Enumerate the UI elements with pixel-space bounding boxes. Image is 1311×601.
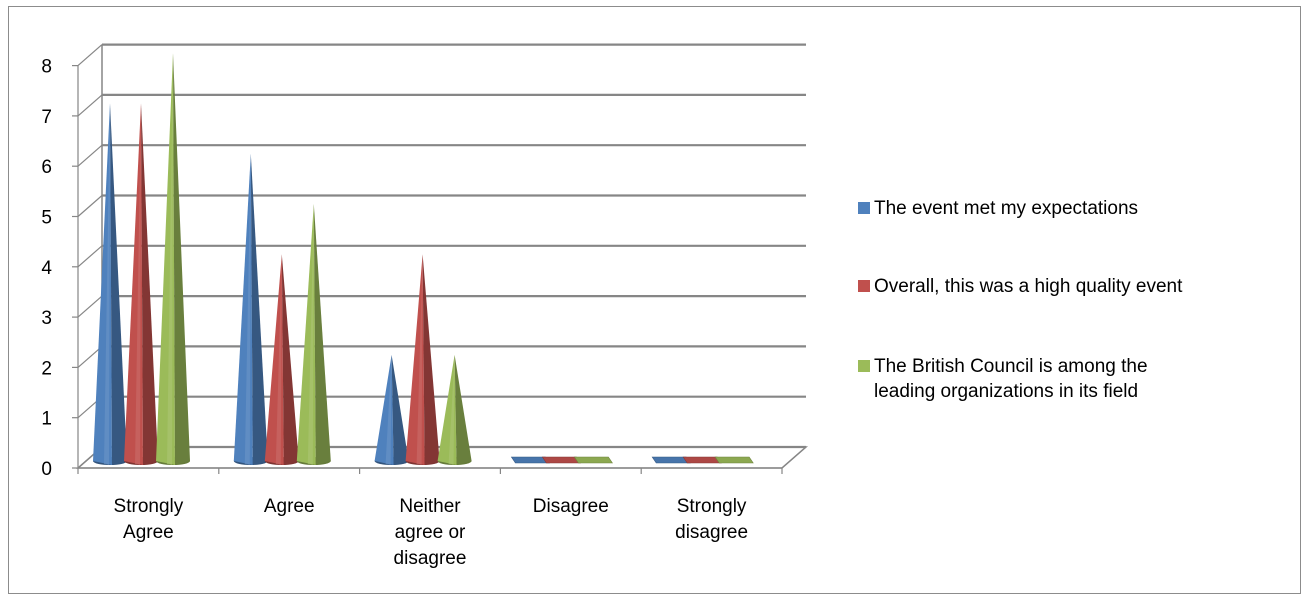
gridline-connector: [77, 94, 103, 117]
x-tick-label: Strongly Agree: [114, 496, 184, 543]
x-tick-label: Disagree: [533, 496, 609, 517]
data-cone-highlight: [448, 354, 455, 465]
data-cone-shade: [422, 254, 440, 465]
gridline-connector: [77, 195, 103, 217]
legend-swatch: [858, 360, 870, 372]
gridline-connector: [77, 44, 103, 67]
legend-label: The event met my expectations: [874, 196, 1138, 221]
y-tick-label: 6: [41, 157, 52, 178]
y-tick-label: 7: [41, 107, 52, 128]
data-cone-highlight: [307, 204, 314, 465]
data-cone-shade: [250, 153, 268, 465]
data-cone-shade: [454, 354, 472, 465]
legend-label-line: The British Council is among the: [874, 356, 1148, 377]
legend-label: Overall, this was a high quality event: [874, 274, 1182, 299]
data-cone-highlight: [275, 254, 282, 465]
data-cone-highlight: [244, 153, 251, 465]
gridline-connector: [77, 144, 103, 167]
y-tick-label: 5: [41, 208, 52, 229]
legend-label: The British Council is among the leading …: [874, 354, 1148, 404]
x-tick-label: Agree: [264, 496, 315, 517]
data-cone-shade: [173, 53, 190, 465]
data-cone-shade: [313, 204, 331, 465]
x-tick-label: Neither agree or disagree: [394, 496, 467, 569]
data-cone-shade: [110, 103, 127, 466]
data-cone-shade: [141, 103, 158, 466]
legend-item: The British Council is among the leading …: [858, 354, 1148, 404]
data-cone: [714, 456, 754, 464]
y-tick-label: 2: [41, 358, 52, 379]
legend-item: Overall, this was a high quality event: [858, 274, 1182, 299]
gridline-connector: [77, 245, 103, 268]
y-tick-label: 8: [41, 57, 52, 78]
chart-frame: [8, 6, 1301, 594]
data-cone-shade: [391, 354, 409, 465]
legend-swatch: [858, 280, 870, 292]
legend-label-line: The event met my expectations: [874, 198, 1139, 219]
y-tick-label: 0: [41, 459, 52, 480]
data-cone-highlight: [135, 103, 141, 466]
legend-label-line: leading organizations in its field: [874, 381, 1139, 402]
data-cone-highlight: [167, 53, 173, 465]
y-tick-label: 4: [41, 258, 52, 279]
y-tick-label: 3: [41, 308, 52, 329]
data-cone-highlight: [385, 354, 392, 465]
x-tick-label: Strongly disagree: [675, 496, 748, 543]
data-cone-highlight: [104, 103, 110, 466]
legend-item: The event met my expectations: [858, 196, 1138, 221]
legend-swatch: [858, 202, 870, 214]
y-tick-label: 1: [41, 409, 52, 430]
legend-label-line: Overall, this was a high quality event: [874, 276, 1183, 297]
gridline-connector: [77, 345, 103, 368]
data-cone-shade: [281, 254, 299, 465]
data-cone: [573, 456, 613, 464]
gridline-connector: [77, 295, 103, 318]
data-cone-highlight: [416, 254, 423, 465]
